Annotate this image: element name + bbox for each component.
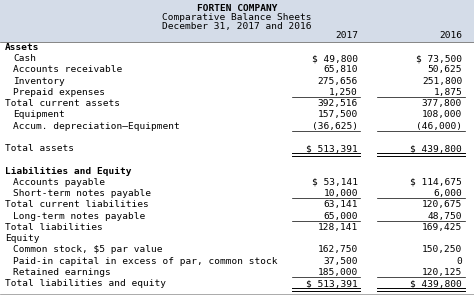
Text: 392,516: 392,516 (318, 99, 358, 108)
Text: Short-term notes payable: Short-term notes payable (13, 189, 151, 198)
Text: Accum. depreciation–Equipment: Accum. depreciation–Equipment (13, 122, 180, 131)
Text: Prepaid expenses: Prepaid expenses (13, 88, 105, 97)
Text: 48,750: 48,750 (428, 212, 462, 221)
Text: December 31, 2017 and 2016: December 31, 2017 and 2016 (162, 22, 312, 31)
Text: $ 53,141: $ 53,141 (312, 178, 358, 187)
Text: 6,000: 6,000 (433, 189, 462, 198)
Text: $ 73,500: $ 73,500 (416, 54, 462, 63)
Text: 37,500: 37,500 (323, 257, 358, 266)
Text: Total current liabilities: Total current liabilities (5, 200, 148, 209)
Text: Equity: Equity (5, 234, 39, 243)
Text: Equipment: Equipment (13, 110, 65, 119)
Text: 1,250: 1,250 (329, 88, 358, 97)
Text: 50,625: 50,625 (428, 65, 462, 74)
Text: 120,675: 120,675 (422, 200, 462, 209)
FancyBboxPatch shape (0, 42, 474, 296)
Text: Total current assets: Total current assets (5, 99, 120, 108)
Text: 150,250: 150,250 (422, 245, 462, 254)
Text: Comparative Balance Sheets: Comparative Balance Sheets (162, 13, 312, 22)
Text: $ 439,800: $ 439,800 (410, 279, 462, 288)
Text: 185,000: 185,000 (318, 268, 358, 277)
Text: Total liabilities: Total liabilities (5, 223, 102, 232)
Text: Assets: Assets (5, 43, 39, 52)
Text: 1,875: 1,875 (433, 88, 462, 97)
Text: Liabilities and Equity: Liabilities and Equity (5, 167, 131, 176)
Text: 2017: 2017 (335, 31, 358, 40)
Text: $ 513,391: $ 513,391 (306, 279, 358, 288)
Text: Common stock, $5 par value: Common stock, $5 par value (13, 245, 163, 254)
Text: 63,141: 63,141 (323, 200, 358, 209)
Text: FORTEN COMPANY: FORTEN COMPANY (197, 4, 277, 12)
Text: 157,500: 157,500 (318, 110, 358, 119)
Text: Accounts receivable: Accounts receivable (13, 65, 122, 74)
Text: 2016: 2016 (439, 31, 462, 40)
Text: 251,800: 251,800 (422, 77, 462, 86)
Text: 65,810: 65,810 (323, 65, 358, 74)
Text: $ 439,800: $ 439,800 (410, 144, 462, 153)
Text: (36,625): (36,625) (312, 122, 358, 131)
Text: 377,800: 377,800 (422, 99, 462, 108)
Text: 128,141: 128,141 (318, 223, 358, 232)
Text: (46,000): (46,000) (416, 122, 462, 131)
Text: 275,656: 275,656 (318, 77, 358, 86)
Text: Total liabilities and equity: Total liabilities and equity (5, 279, 166, 288)
FancyBboxPatch shape (0, 0, 474, 44)
Text: 120,125: 120,125 (422, 268, 462, 277)
Text: $ 513,391: $ 513,391 (306, 144, 358, 153)
Text: 65,000: 65,000 (323, 212, 358, 221)
Text: Cash: Cash (13, 54, 36, 63)
Text: Accounts payable: Accounts payable (13, 178, 105, 187)
Text: 169,425: 169,425 (422, 223, 462, 232)
Text: Retained earnings: Retained earnings (13, 268, 111, 277)
Text: 10,000: 10,000 (323, 189, 358, 198)
Text: Long-term notes payable: Long-term notes payable (13, 212, 146, 221)
Text: 108,000: 108,000 (422, 110, 462, 119)
Text: Paid-in capital in excess of par, common stock: Paid-in capital in excess of par, common… (13, 257, 278, 266)
Text: 162,750: 162,750 (318, 245, 358, 254)
Text: Total assets: Total assets (5, 144, 74, 153)
Text: 0: 0 (456, 257, 462, 266)
Text: $ 114,675: $ 114,675 (410, 178, 462, 187)
Text: Inventory: Inventory (13, 77, 65, 86)
Text: $ 49,800: $ 49,800 (312, 54, 358, 63)
